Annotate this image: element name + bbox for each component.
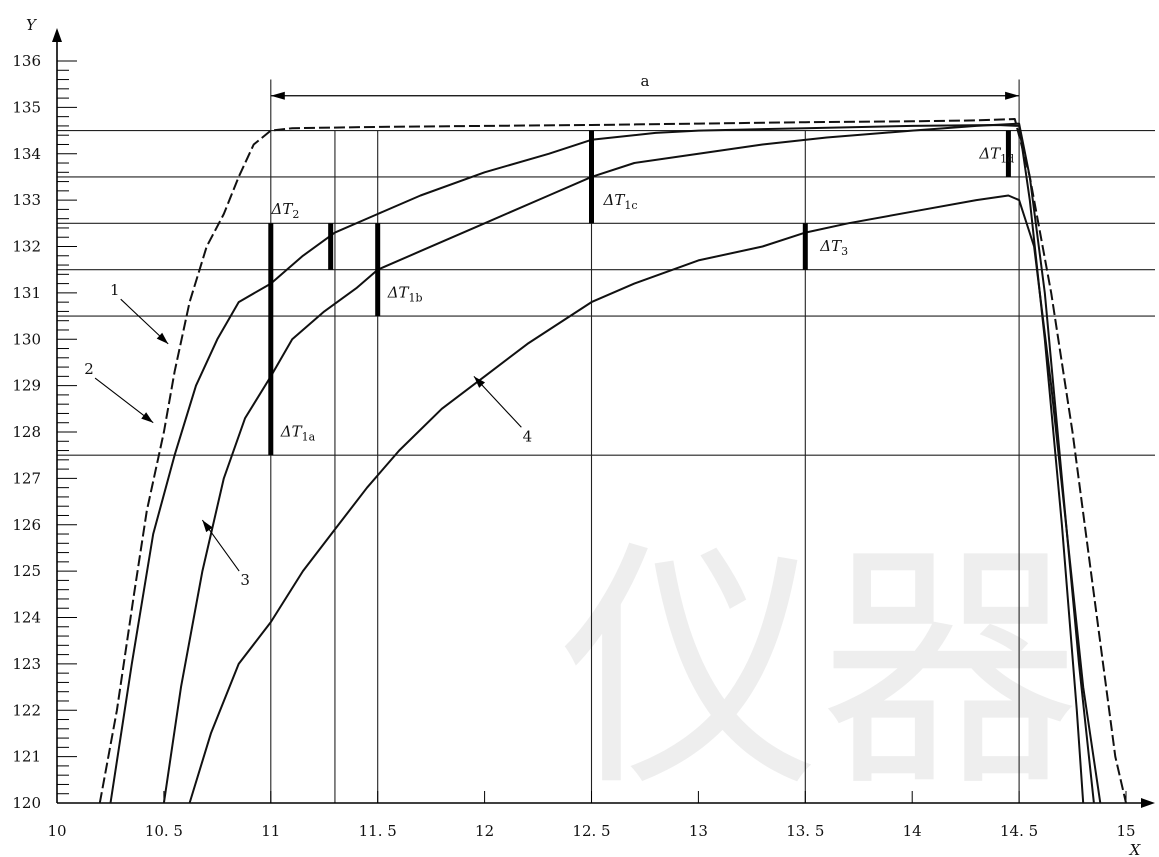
delta-label-sub: 1c (624, 199, 637, 212)
delta-label-main: ΔT (270, 200, 293, 218)
callout-label: 3 (240, 571, 250, 589)
x-tick-label: 10. 5 (145, 822, 183, 840)
y-tick-label: 122 (12, 701, 41, 719)
x-tick-label: 11. 5 (359, 822, 397, 840)
y-tick-label: 128 (12, 423, 41, 441)
delta-label-sub: 1a (302, 431, 316, 444)
y-tick-label: 123 (12, 655, 41, 673)
y-tick-label: 120 (12, 794, 41, 812)
x-tick-label: 11 (261, 822, 280, 840)
x-tick-label: 13. 5 (786, 822, 824, 840)
series-4-line (188, 194, 1102, 804)
x-tick-label: 10 (47, 822, 66, 840)
delta-label-sub: 3 (841, 245, 848, 258)
x-tick-label: 15 (1116, 822, 1135, 840)
x-axis-label: X (1129, 841, 1142, 857)
callout-arrowhead (156, 332, 169, 344)
y-tick-label: 124 (12, 609, 41, 627)
span-label: a (640, 72, 649, 90)
x-tick-label: 12 (475, 822, 494, 840)
delta-label-main: ΔT (280, 423, 303, 441)
y-tick-label: 132 (12, 238, 41, 256)
y-tick-label: 136 (12, 52, 41, 70)
delta-marker-label: ΔT1d (978, 144, 1014, 165)
series-2-line (109, 124, 1085, 804)
delta-marker-label: ΔT1a (280, 423, 316, 444)
y-tick-label: 127 (12, 469, 41, 487)
delta-label-sub: 1d (1000, 152, 1014, 165)
delta-marker-label: ΔT3 (819, 237, 848, 258)
delta-label-sub: 2 (292, 208, 299, 221)
delta-label-main: ΔT (387, 284, 410, 302)
delta-marker-label: ΔT1c (603, 191, 638, 212)
y-tick-label: 131 (12, 284, 41, 302)
y-axis-arrow (52, 28, 62, 42)
annotations: a 1 2 3 4 (84, 72, 1020, 589)
delta-marker-label: ΔT1b (387, 284, 423, 305)
y-tick-label: 133 (12, 191, 41, 209)
x-axis-arrow (1141, 798, 1155, 808)
x-tick-label: 14 (903, 822, 922, 840)
delta-label-sub: 1b (409, 292, 423, 305)
span-arrow-left (270, 91, 285, 100)
callout-leader (94, 377, 154, 424)
x-tick-label: 14. 5 (1000, 822, 1038, 840)
y-tick-label: 125 (12, 562, 41, 580)
watermark: 仪器 (560, 520, 1080, 822)
x-tick-label: 13 (689, 822, 708, 840)
callout-arrowhead (473, 376, 486, 388)
callout-label: 2 (84, 360, 94, 378)
delta-marker-label: ΔT2 (270, 200, 299, 221)
y-tick-label: 134 (12, 145, 41, 163)
y-tick-label: 121 (12, 748, 41, 766)
series-group (98, 118, 1127, 804)
y-tick-label: 135 (12, 98, 41, 116)
y-tick-label: 126 (12, 516, 41, 534)
y-tick-label: 129 (12, 377, 41, 395)
span-arrow-right (1005, 91, 1020, 100)
series-1-line (98, 118, 1127, 804)
callout-arrowhead (202, 520, 213, 533)
delta-label-main: ΔT (819, 237, 842, 255)
x-tick-label: 12. 5 (572, 822, 610, 840)
y-axis-label: Y (26, 16, 38, 34)
series-3-line (162, 122, 1095, 804)
y-tick-label: 130 (12, 330, 41, 348)
delta-label-main: ΔT (978, 144, 1001, 162)
callout-label: 1 (110, 281, 120, 299)
delta-label-main: ΔT (603, 191, 626, 209)
axes: 1201211221231241251261271281291301311321… (12, 16, 1155, 857)
callout-label: 4 (523, 427, 533, 445)
callout-arrowhead (141, 412, 154, 423)
